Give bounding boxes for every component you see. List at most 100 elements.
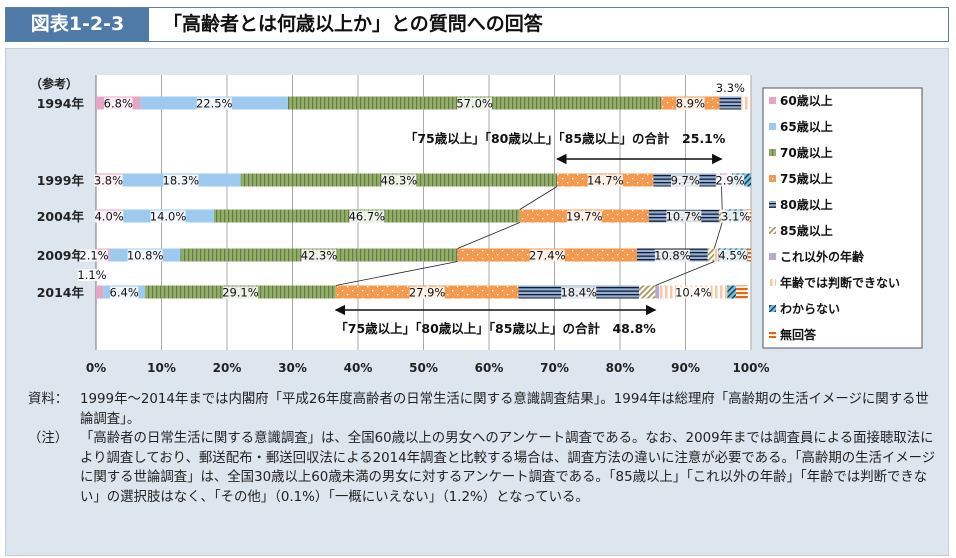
legend-label: わからない bbox=[780, 302, 840, 316]
data-label-bg bbox=[196, 97, 232, 110]
leader-line bbox=[721, 186, 723, 210]
legend-swatch bbox=[769, 305, 776, 312]
data-label: 10.8% bbox=[127, 249, 164, 263]
reference-label: （参考） bbox=[30, 76, 78, 91]
data-label: 19.7% bbox=[566, 210, 603, 224]
figure-header: 図表1-2-3 「高齢者とは何歳以上か」との質問への回答 bbox=[5, 7, 949, 42]
data-label-bg bbox=[163, 174, 199, 187]
data-label-bg bbox=[675, 286, 711, 299]
data-label: 10.7% bbox=[666, 210, 703, 224]
legend-label: 75歳以上 bbox=[780, 171, 833, 186]
data-label-bg bbox=[301, 249, 337, 262]
legend-swatch bbox=[769, 227, 776, 234]
data-label-bg bbox=[716, 82, 745, 94]
legend-label: 65歳以上 bbox=[780, 119, 833, 134]
data-label-bg bbox=[127, 249, 163, 262]
x-tick-label: 0% bbox=[86, 361, 106, 375]
data-label: 27.9% bbox=[409, 286, 446, 300]
data-label: 8.9% bbox=[676, 97, 705, 111]
figure-title: 「高齢者とは何歳以上か」との質問への回答 bbox=[163, 13, 543, 35]
leader-line bbox=[519, 186, 558, 210]
data-label: 2.9% bbox=[715, 174, 744, 188]
bar-segment bbox=[718, 209, 723, 223]
leader-line bbox=[335, 261, 458, 286]
leader-line bbox=[713, 222, 723, 249]
legend-label: 60歳以上 bbox=[780, 93, 833, 108]
legend-swatch bbox=[769, 123, 776, 130]
data-label: 18.3% bbox=[163, 174, 200, 188]
x-tick-label: 10% bbox=[147, 361, 176, 375]
x-tick-label: 30% bbox=[278, 361, 307, 375]
data-label: 14.7% bbox=[587, 174, 624, 188]
leader-line bbox=[457, 222, 520, 249]
source-note: 資料： 1999年～2014年までは内閣府「平成26年度高齢者の日常生活に関する意… bbox=[28, 392, 929, 427]
bar-segment bbox=[719, 96, 742, 110]
category-label: 1999年 bbox=[37, 173, 85, 188]
bar-segment bbox=[714, 248, 719, 262]
x-tick-label: 70% bbox=[540, 361, 569, 375]
bar-segment bbox=[735, 285, 748, 299]
category-label: 1994年 bbox=[37, 96, 85, 111]
legend-swatch bbox=[769, 279, 776, 286]
data-label: 3.1% bbox=[721, 210, 750, 224]
data-label-bg bbox=[94, 174, 123, 187]
data-label-bg bbox=[457, 97, 493, 110]
data-label-bg bbox=[79, 249, 109, 262]
data-label-bg bbox=[666, 210, 702, 223]
leader-line bbox=[655, 261, 715, 286]
data-label-bg bbox=[349, 210, 385, 223]
data-label-bg bbox=[150, 210, 186, 223]
data-label: 3.8% bbox=[94, 174, 123, 188]
legend-swatch bbox=[769, 201, 776, 208]
x-tick-label: 20% bbox=[213, 361, 242, 375]
legend-box bbox=[762, 87, 923, 349]
data-label: 6.4% bbox=[110, 286, 139, 300]
data-label-bg bbox=[718, 249, 748, 262]
data-label-bg bbox=[670, 174, 700, 187]
data-label: 10.8% bbox=[654, 249, 691, 263]
legend-label: これ以外の年齢 bbox=[780, 249, 865, 264]
data-label: 2.1% bbox=[79, 249, 108, 263]
data-label: 4.0% bbox=[94, 210, 123, 224]
remark-note: （注） 「高齢者の日常生活に関する意識調査」は、全国60歳以上の男女へのアンケート… bbox=[28, 431, 936, 505]
bar-segment bbox=[638, 285, 656, 299]
figure-number: 図表1-2-3 bbox=[6, 8, 149, 41]
data-label: 6.8% bbox=[104, 97, 133, 111]
data-label-bg bbox=[109, 286, 139, 299]
data-label: 14.0% bbox=[150, 210, 187, 224]
legend-swatch bbox=[769, 253, 776, 260]
category-label: 2004年 bbox=[37, 209, 85, 224]
data-label-bg bbox=[104, 97, 133, 110]
data-label: 42.3% bbox=[301, 249, 338, 263]
legend-label: 年齢では判断できない bbox=[780, 275, 900, 290]
data-label: 57.0% bbox=[456, 97, 493, 111]
category-label: 2014年 bbox=[37, 285, 85, 300]
data-label: 29.1% bbox=[222, 286, 259, 300]
legend-label: 70歳以上 bbox=[780, 145, 833, 160]
bar-segment bbox=[727, 285, 736, 299]
data-label: 4.5% bbox=[718, 249, 747, 263]
x-tick-label: 90% bbox=[671, 361, 700, 375]
bar-segment bbox=[96, 285, 104, 299]
data-label-bg bbox=[561, 286, 597, 299]
data-label: 18.4% bbox=[560, 286, 597, 300]
legend-swatch bbox=[769, 97, 776, 104]
bar-segment bbox=[707, 248, 715, 262]
x-tick-label: 60% bbox=[475, 361, 504, 375]
x-tick-label: 100% bbox=[732, 361, 769, 375]
x-tick-label: 40% bbox=[344, 361, 373, 375]
data-label-bg bbox=[529, 249, 565, 262]
data-label-bg bbox=[94, 210, 124, 223]
data-label-bg bbox=[715, 174, 745, 187]
stacked-bar-chart: 0% 10% 20% 30% 40% 50% 60% 70% 80% 90% 100% （参考） 199… bbox=[30, 75, 923, 375]
legend-swatch bbox=[769, 149, 776, 156]
data-label: 1.1% bbox=[77, 268, 106, 282]
data-label-bg bbox=[222, 286, 258, 299]
data-label: 27.4% bbox=[529, 249, 566, 263]
data-label: 46.7% bbox=[349, 210, 386, 224]
data-label-bg bbox=[381, 174, 417, 187]
data-label-bg bbox=[721, 210, 750, 223]
category-label: 2009年 bbox=[37, 248, 85, 263]
x-tick-label: 50% bbox=[409, 361, 438, 375]
data-label-bg bbox=[77, 269, 107, 281]
